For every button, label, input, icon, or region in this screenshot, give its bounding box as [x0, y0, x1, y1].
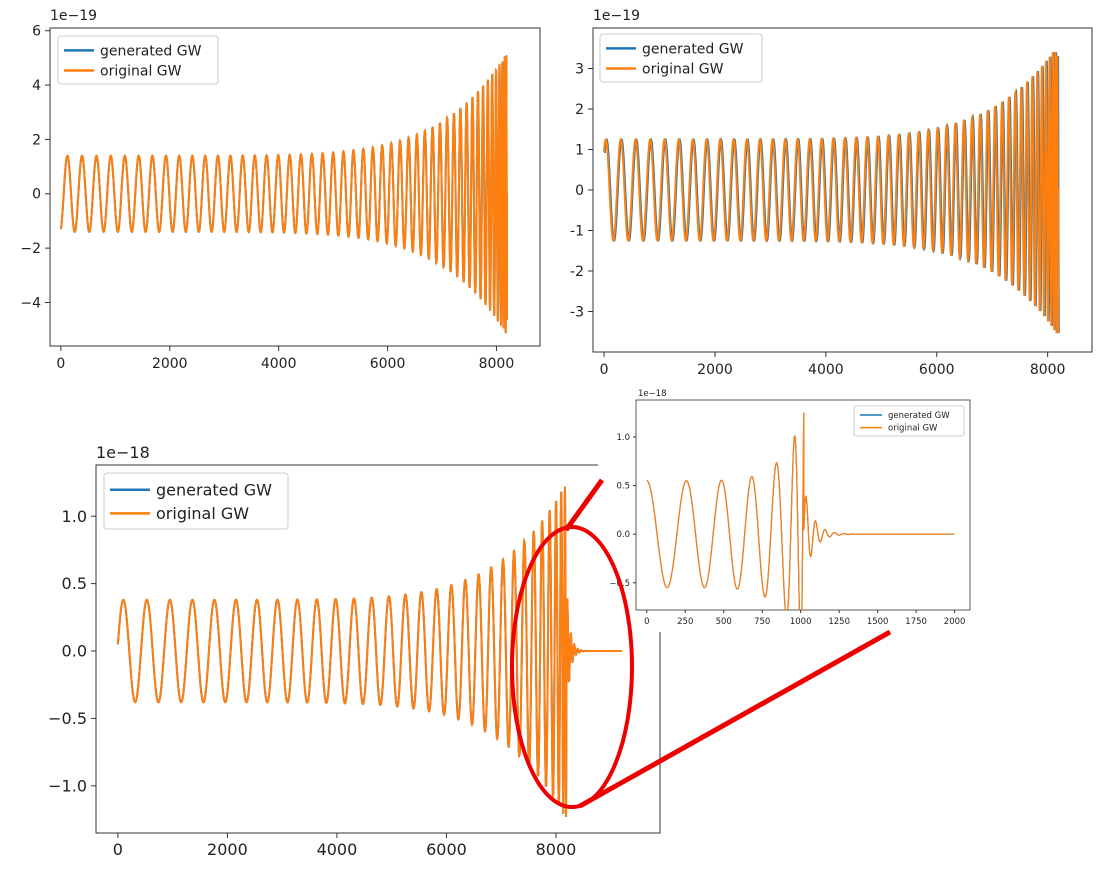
x-tick-label: 0 [56, 356, 65, 372]
series-line-original [59, 55, 508, 334]
plot-area [59, 55, 508, 334]
y-tick-label: 0.0 [62, 642, 87, 661]
x-tick-label: 4000 [317, 840, 358, 859]
plot-frame [635, 399, 971, 611]
y-tick-label: −0.5 [48, 709, 87, 728]
x-tick-label: 2000 [207, 840, 248, 859]
x-tick-label: 2000 [697, 362, 733, 378]
y-ticks: −1.0 −0.5 0.0 0.5 1.0 [48, 507, 96, 795]
y-tick-label: 1.0 [62, 507, 87, 526]
x-tick-label: 0 [644, 617, 649, 627]
legend-box [853, 405, 965, 437]
legend: generated GW original GW [853, 405, 965, 437]
y-tick-label: 2 [32, 132, 41, 148]
y-tick-label: −1.0 [48, 776, 87, 795]
y-tick-label: 1.0 [616, 433, 630, 443]
legend-label-original: original GW [100, 63, 182, 79]
plot-area [603, 52, 1060, 334]
x-tick-label: 2000 [152, 356, 188, 372]
y-tick-label: -3 [570, 304, 584, 320]
y-tick-label: 4 [32, 78, 41, 94]
y-ticks: -3 -2 -1 0 1 2 3 [570, 61, 593, 320]
chart-top-left: 1e−19 0 2000 4000 6000 8000 −4 −2 0 2 4 6 generat… [20, 8, 541, 372]
x-tick-label: 1500 [867, 617, 889, 627]
x-tick-label: 0 [113, 840, 123, 859]
zoom-annotation [510, 478, 892, 809]
x-tick-label: 250 [677, 617, 693, 627]
plot-area [116, 486, 622, 817]
legend-box [103, 472, 289, 530]
x-tick-label: 750 [754, 617, 770, 627]
x-tick-label: 6000 [919, 362, 955, 378]
y-offset-label: 1e−18 [96, 443, 150, 462]
x-tick-label: 1000 [790, 617, 812, 627]
y-tick-label: 0 [32, 187, 41, 203]
series-line-original [603, 52, 1060, 334]
legend-box [599, 33, 763, 83]
chart-bottom: 1e−18 0 2000 4000 6000 8000 −1.0 −0.5 0.0 0.5 1.… [48, 443, 661, 859]
legend: generated GW original GW [599, 33, 763, 83]
y-tick-label: −4 [20, 295, 41, 311]
legend-label-original: original GW [156, 504, 249, 523]
x-ticks: 0 250 500 750 1000 1250 1500 1750 2000 [644, 610, 965, 627]
chart-inset-zoom: 1e−18 0 250 500 750 1000 1250 1500 1750 2000 −0.… [598, 386, 978, 632]
chart-top-right: 1e−19 0 2000 4000 6000 8000 -3 -2 -1 0 1 2 3 gener… [570, 8, 1093, 378]
legend-label-generated: generated GW [156, 480, 272, 499]
y-tick-label: −2 [20, 241, 41, 257]
y-offset-label: 1e−18 [638, 389, 667, 399]
y-offset-label: 1e−19 [50, 8, 97, 24]
legend-label-generated: generated GW [888, 411, 950, 421]
zoom-highlight-ellipse [510, 525, 634, 809]
x-ticks: 0 2000 4000 6000 8000 [113, 833, 577, 859]
y-tick-label: -2 [570, 264, 584, 280]
x-tick-label: 8000 [479, 356, 515, 372]
zoom-connector-upper [563, 478, 605, 532]
x-ticks: 0 2000 4000 6000 8000 [600, 352, 1066, 378]
y-tick-label: 6 [32, 24, 41, 40]
x-tick-label: 6000 [370, 356, 406, 372]
x-ticks: 0 2000 4000 6000 8000 [56, 346, 514, 372]
legend-box [57, 35, 219, 85]
x-tick-label: 8000 [1030, 362, 1066, 378]
legend-label-original: original GW [642, 61, 724, 77]
legend: generated GW original GW [103, 472, 289, 530]
y-tick-label: 0.5 [616, 482, 630, 492]
legend-label-generated: generated GW [642, 41, 744, 57]
plot-frame [49, 27, 541, 347]
x-tick-label: 1750 [905, 617, 927, 627]
series-line-original [646, 412, 955, 610]
plot-area [646, 412, 955, 610]
x-tick-label: 1250 [828, 617, 850, 627]
legend-label-generated: generated GW [100, 43, 202, 59]
y-ticks: −4 −2 0 2 4 6 [20, 24, 50, 311]
legend-label-original: original GW [888, 424, 938, 434]
x-tick-label: 8000 [536, 840, 577, 859]
x-tick-label: 4000 [808, 362, 844, 378]
series-line-original [116, 486, 622, 817]
y-tick-label: 0 [575, 183, 584, 199]
y-tick-label: -1 [570, 223, 584, 239]
plot-frame [95, 464, 661, 834]
x-tick-label: 2000 [944, 617, 966, 627]
y-tick-label: 2 [575, 102, 584, 118]
legend: generated GW original GW [57, 35, 219, 85]
x-tick-label: 6000 [426, 840, 467, 859]
y-tick-label: 0.5 [62, 574, 87, 593]
y-offset-label: 1e−19 [593, 8, 640, 24]
x-tick-label: 500 [716, 617, 732, 627]
y-tick-label: 0.0 [616, 530, 630, 540]
x-tick-label: 4000 [261, 356, 297, 372]
x-tick-label: 0 [600, 362, 609, 378]
y-tick-label: 1 [575, 142, 584, 158]
y-tick-label: 3 [575, 61, 584, 77]
zoom-connector-lower [578, 629, 892, 809]
